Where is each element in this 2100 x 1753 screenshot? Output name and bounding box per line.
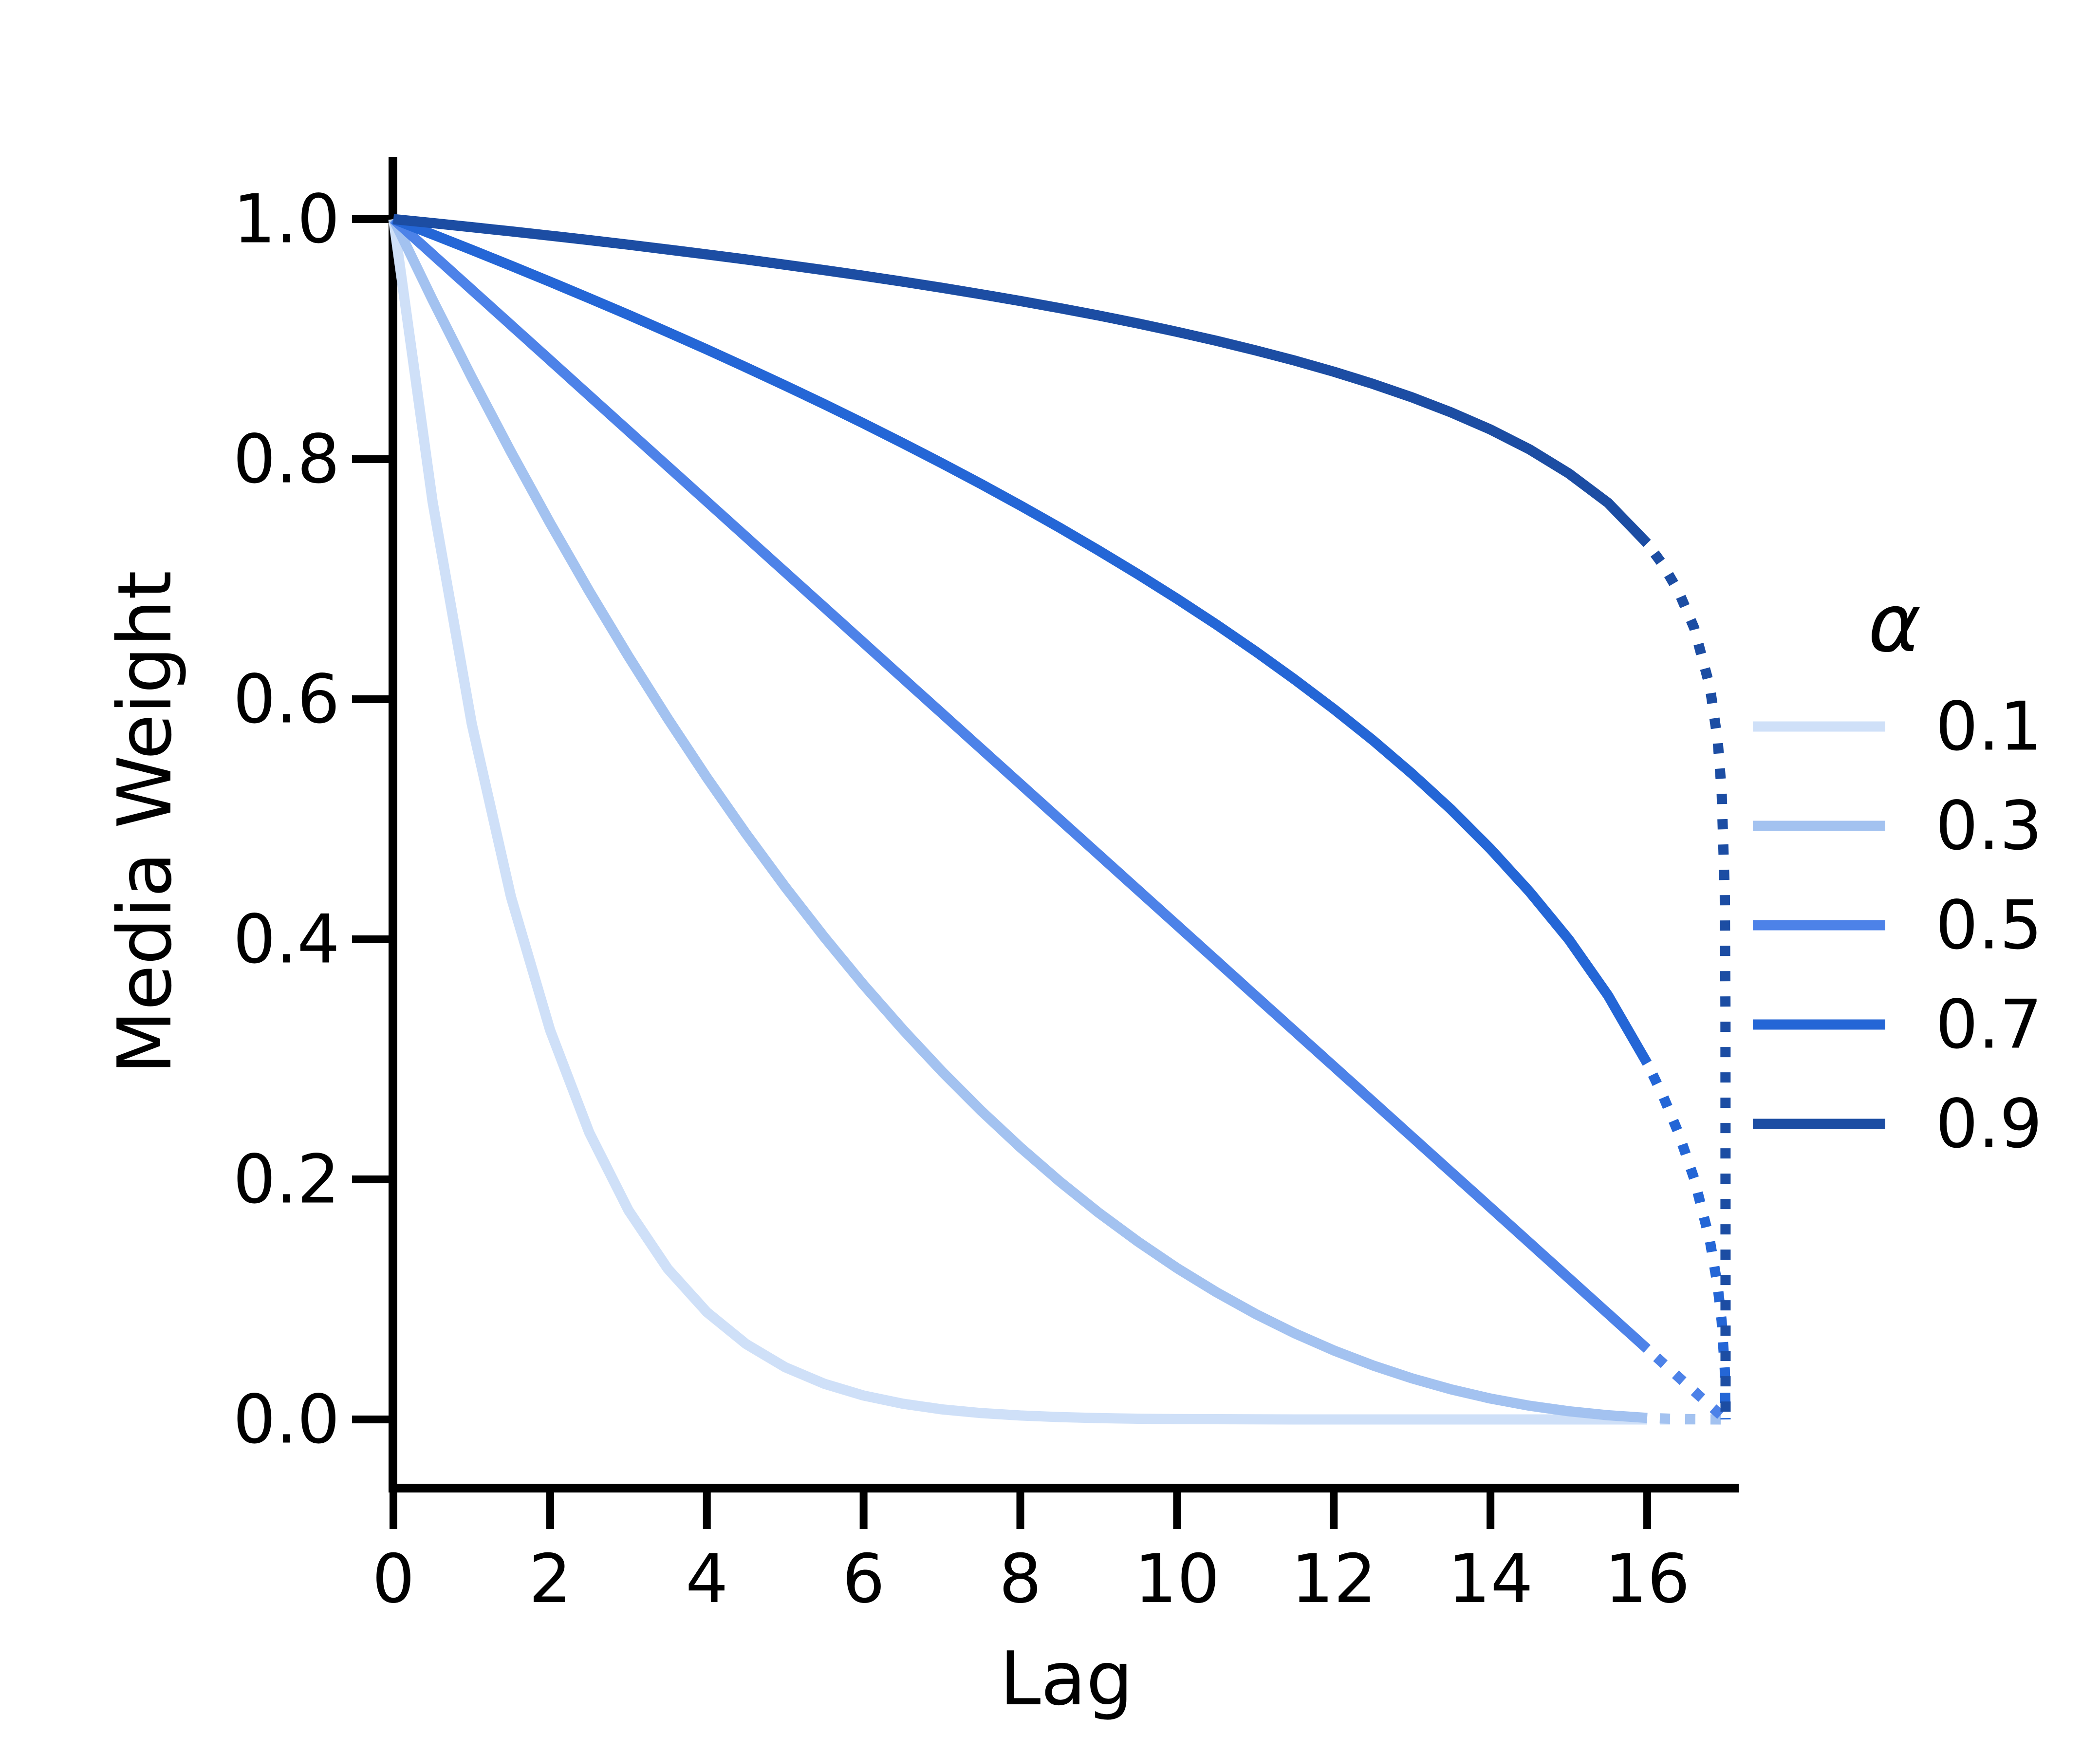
legend: α 0.1 0.3 0.5 0.7 0.9 [1753,577,2042,1163]
x-tick-label: 6 [842,1540,885,1618]
x-tick-label: 2 [529,1540,572,1618]
y-axis-ticks: 0.0 0.2 0.4 0.6 0.8 1.0 [233,180,389,1459]
x-tick-label: 12 [1291,1540,1376,1618]
x-tick-label: 8 [999,1540,1042,1618]
y-tick-label: 0.8 [233,420,340,499]
series-line-solid-0.7 [391,214,1652,1066]
x-tick-label: 4 [686,1540,728,1618]
series-line-solid-0.5 [390,215,1651,1353]
legend-label-0.7: 0.7 [1935,986,2042,1064]
x-axis-ticks: 0 2 4 6 8 10 12 14 16 [372,1492,1690,1618]
legend-label-0.3: 0.3 [1935,787,2042,865]
y-tick-label: 0.2 [233,1140,340,1219]
curves [388,214,1731,1425]
y-tick-label: 0.0 [233,1380,340,1459]
series-line-dotted-0.9 [1643,540,1731,1420]
legend-label-0.5: 0.5 [1935,886,2042,965]
legend-entries: 0.1 0.3 0.5 0.7 0.9 [1753,688,2042,1163]
series-line-solid-0.3 [389,217,1648,1423]
x-tick-label: 10 [1134,1540,1220,1618]
y-tick-label: 0.6 [233,660,340,739]
series-line-solid-0.9 [392,214,1651,547]
series-line-solid-0.1 [388,218,1647,1425]
legend-label-0.9: 0.9 [1935,1085,2042,1163]
x-tick-label: 16 [1604,1540,1690,1618]
y-axis-label: Media Weight [102,571,188,1074]
y-tick-label: 0.4 [233,900,340,979]
x-tick-label: 0 [372,1540,415,1618]
series-line-dotted-0.3 [1647,1413,1726,1425]
legend-label-0.1: 0.1 [1935,688,2042,766]
x-tick-label: 14 [1448,1540,1533,1618]
series-line-dotted-0.5 [1643,1345,1729,1423]
legend-title: α [1868,577,1921,670]
x-axis-label: Lag [1000,1636,1133,1722]
y-tick-label: 1.0 [233,180,340,259]
